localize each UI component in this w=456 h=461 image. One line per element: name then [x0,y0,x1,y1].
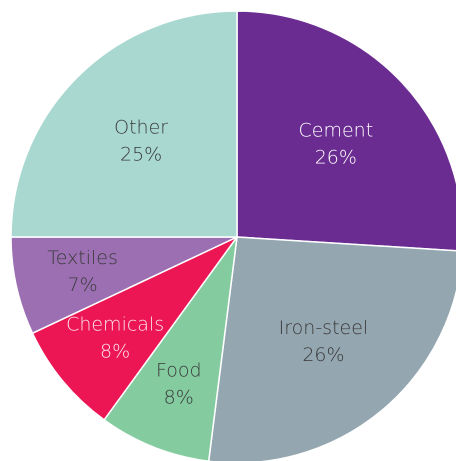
pie-slice [207,236,456,461]
slice-value-label: 8% [100,340,130,362]
slice-value-label: 7% [68,274,98,296]
slice-label: Iron-steel [279,317,369,339]
slice-label: Chemicals [66,313,164,335]
slice-value-label: 8% [164,387,194,409]
slice-label: Textiles [47,247,118,269]
slice-label: Food [156,360,202,382]
slice-value-label: 26% [302,344,344,366]
pie-slice [236,10,456,252]
pie-slice [10,10,238,238]
slice-value-label: 26% [315,147,357,169]
slice-value-label: 25% [120,144,162,166]
pie-slice [31,236,238,421]
slice-label: Cement [299,120,374,142]
slice-label: Other [114,117,168,139]
